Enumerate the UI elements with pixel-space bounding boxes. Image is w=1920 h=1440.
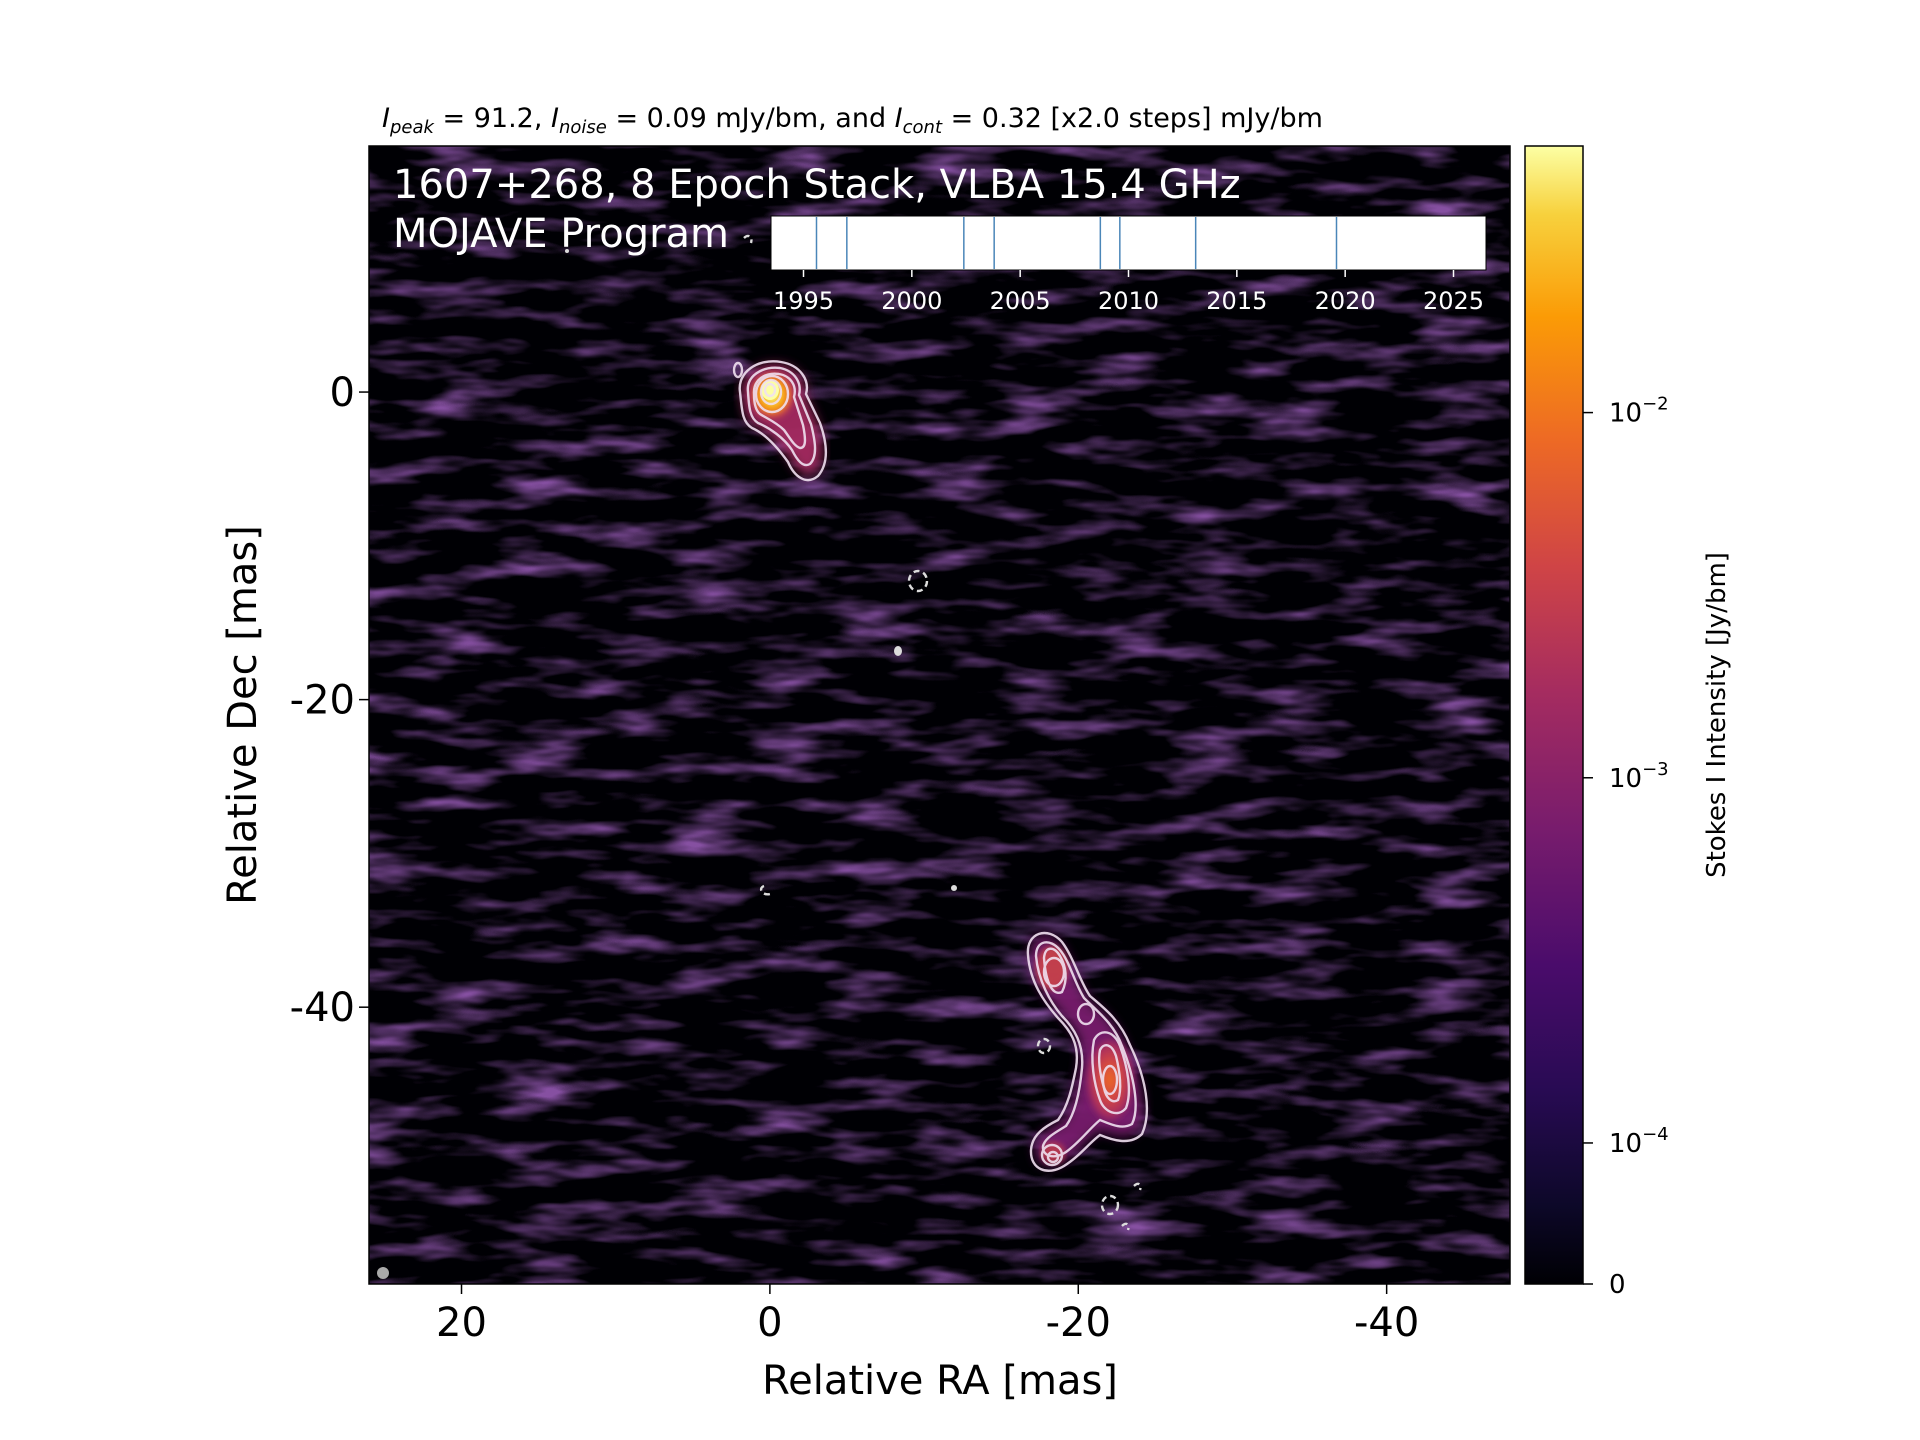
lobe-contour-5 — [1091, 1031, 1131, 1115]
lobe-contour-6 — [1098, 1044, 1122, 1103]
lobe-contour-3 — [1042, 947, 1067, 995]
x-tick-label: -20 — [1046, 1300, 1111, 1346]
neg-contour-5 — [1121, 1222, 1130, 1231]
colorbar-tick-label: 10−2 — [1609, 394, 1669, 429]
core-contour-4 — [754, 374, 790, 414]
plot-subtitle: MOJAVE Program — [393, 211, 729, 257]
i-cont-symbol: I — [895, 103, 903, 134]
y-tick-label: 0 — [330, 370, 355, 416]
neg-contour-6 — [759, 884, 771, 896]
lobe-contour-10 — [1046, 1150, 1060, 1164]
core-contour-3 — [752, 372, 807, 450]
core-contour-2 — [746, 366, 817, 467]
colorbar-tick-exponent: −3 — [1642, 759, 1669, 780]
core-contour-5 — [759, 378, 783, 406]
i-noise-text: = 0.09 mJy/bm, and — [607, 103, 895, 134]
epoch-ticks: 1995 2000 2005 2010 2015 2020 2025 — [773, 270, 1484, 315]
y-tick-label: -20 — [290, 678, 355, 724]
colorbar-tick-exponent: −4 — [1642, 1124, 1669, 1145]
timeline-panel — [770, 215, 1487, 271]
i-noise-subscript: noise — [559, 117, 607, 138]
colorbar-tick-base: 10 — [1609, 1129, 1642, 1159]
noise-blob-1 — [894, 646, 902, 656]
colorbar-gradient — [1524, 145, 1584, 1285]
figure-header: Ipeak = 91.2, Inoise = 0.09 mJy/bm, and … — [382, 103, 1323, 138]
neg-contour-1 — [907, 569, 929, 593]
epoch-tick-label: 2010 — [1098, 287, 1159, 315]
contours — [732, 360, 1149, 1172]
plot-frame — [368, 145, 1511, 1285]
i-peak-text: = 91.2, — [434, 103, 551, 134]
lobe-contour-1 — [1026, 931, 1149, 1172]
epoch-tick-label: 1995 — [773, 287, 834, 315]
core-contour-7 — [732, 361, 744, 379]
neg-contour-3 — [1100, 1194, 1120, 1216]
x-axis-label: Relative RA [mas] — [762, 1358, 1118, 1404]
epoch-timeline: 1995 2000 2005 2010 2015 2020 2025 — [770, 215, 1487, 315]
colorbar-tick-base: 0 — [1609, 1270, 1626, 1300]
noise-blob-2 — [951, 885, 957, 891]
colorbar-tick-base: 10 — [1609, 399, 1642, 429]
neg-contour-4 — [1133, 1182, 1142, 1191]
colorbar-tick-base: 10 — [1609, 764, 1642, 794]
neg-contour-2 — [1036, 1037, 1052, 1055]
epoch-tick-label: 2015 — [1206, 287, 1267, 315]
colorbar-ticks: 10−210−310−40 — [1583, 394, 1669, 1300]
x-axis-ticks: 20 0 -20 -40 — [436, 1284, 1419, 1346]
i-peak-subscript: peak — [389, 117, 436, 138]
plot-area: 1607+268, 8 Epoch Stack, VLBA 15.4 GHz M… — [369, 146, 1510, 1284]
x-tick-label: 20 — [436, 1300, 487, 1346]
i-noise-symbol: I — [551, 103, 559, 134]
colorbar-tick-label: 10−4 — [1609, 1124, 1669, 1159]
y-axis-label: Relative Dec [mas] — [220, 525, 266, 905]
noise-texture — [369, 146, 1510, 1284]
colorbar-label: Stokes I Intensity [Jy/bm] — [1702, 552, 1732, 878]
lobe-contour-2 — [1034, 941, 1137, 1158]
plot-title: 1607+268, 8 Epoch Stack, VLBA 15.4 GHz — [393, 162, 1241, 208]
colorbar: 10−210−310−40 Stokes I Intensity [Jy/bm] — [1524, 145, 1732, 1300]
i-cont-text: = 0.32 [x2.0 steps] mJy/bm — [942, 103, 1323, 134]
lobe-contour-7 — [1101, 1064, 1119, 1096]
colorbar-tick-label: 0 — [1609, 1270, 1626, 1300]
noise-blob-3 — [565, 249, 569, 253]
core-contour-1 — [738, 360, 827, 482]
neg-contour-7 — [743, 234, 753, 244]
i-peak-symbol: I — [382, 103, 390, 134]
y-axis-ticks: 0 -20 -40 — [290, 370, 369, 1031]
core-contour-6 — [763, 382, 777, 398]
lobe-contour-8 — [1076, 1002, 1096, 1026]
i-cont-subscript: cont — [903, 117, 943, 138]
epoch-tick-label: 2020 — [1315, 287, 1376, 315]
x-tick-label: 0 — [757, 1300, 782, 1346]
y-tick-label: -40 — [290, 985, 355, 1031]
epoch-tick-label: 2000 — [881, 287, 942, 315]
noise-contours — [565, 249, 957, 891]
colorbar-tick-exponent: −2 — [1642, 394, 1669, 415]
epoch-lines — [815, 217, 1338, 269]
negative-contours — [743, 234, 1142, 1231]
x-tick-label: -40 — [1354, 1300, 1419, 1346]
lobe-contour-4 — [1042, 956, 1066, 988]
restoring-beam — [377, 1267, 389, 1279]
lobe-contour-9 — [1040, 1143, 1064, 1167]
colorbar-tick-label: 10−3 — [1609, 759, 1669, 794]
epoch-tick-label: 2025 — [1423, 287, 1484, 315]
epoch-tick-label: 2005 — [990, 287, 1051, 315]
